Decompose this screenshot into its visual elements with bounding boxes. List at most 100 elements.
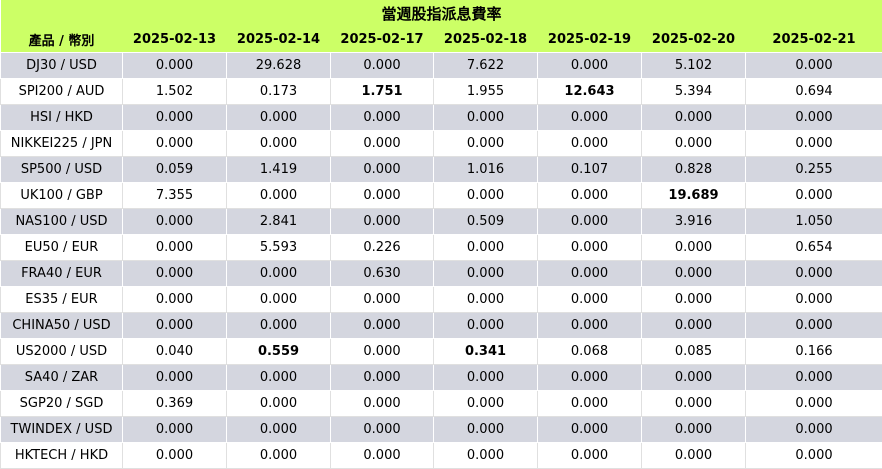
rate-cell: 0.000 — [641, 416, 746, 443]
rate-cell: 0.000 — [744, 260, 882, 287]
table-row: HSI / HKD 0.000 0.000 0.000 0.000 0.000 0.000 0… — [0, 104, 882, 131]
column-header-date: 2025-02-17 — [330, 26, 434, 53]
rate-cell: 0.000 — [330, 156, 434, 183]
rate-cell: 0.000 — [641, 312, 746, 339]
rate-cell: 29.628 — [226, 52, 331, 79]
rate-cell: 0.000 — [433, 104, 538, 131]
rate-cell: 0.000 — [641, 390, 746, 417]
rate-cell: 0.000 — [744, 130, 882, 157]
rate-cell: 0.000 — [122, 52, 227, 79]
rate-cell: 0.000 — [122, 130, 227, 157]
rate-cell: 0.000 — [122, 312, 227, 339]
rate-cell: 0.000 — [433, 364, 538, 391]
rate-cell: 0.000 — [122, 234, 227, 261]
table-row: DJ30 / USD 0.000 29.628 0.000 7.622 0.000 5.10… — [0, 52, 882, 79]
rate-cell: 0.000 — [433, 390, 538, 417]
rate-cell: 5.394 — [641, 78, 746, 105]
rate-cell: 0.000 — [641, 442, 746, 469]
rate-cell: 0.000 — [433, 416, 538, 443]
rate-cell: 0.166 — [744, 338, 882, 365]
rate-cell: 0.000 — [122, 104, 227, 131]
rate-cell: 1.050 — [744, 208, 882, 235]
rate-cell: 0.000 — [537, 442, 642, 469]
rate-cell: 1.502 — [122, 78, 227, 105]
table-row: TWINDEX / USD 0.000 0.000 0.000 0.000 0.000 0.… — [0, 416, 882, 443]
rate-cell: 0.000 — [226, 312, 331, 339]
rate-cell: 0.000 — [330, 182, 434, 209]
table-row: FRA40 / EUR 0.000 0.000 0.630 0.000 0.000 0.00… — [0, 260, 882, 287]
product-cell: SP500 / USD — [0, 156, 123, 183]
rate-cell: 0.000 — [226, 130, 331, 157]
rate-cell: 0.000 — [330, 208, 434, 235]
table-header-row: 產品 / 幣別 2025-02-13 2025-02-14 2025-02-17 202… — [0, 26, 882, 53]
rate-cell: 0.341 — [433, 338, 538, 365]
table-row: SGP20 / SGD 0.369 0.000 0.000 0.000 0.000 0.00… — [0, 390, 882, 417]
rate-cell: 0.000 — [226, 364, 331, 391]
rate-cell: 0.000 — [537, 52, 642, 79]
rate-cell: 0.000 — [744, 312, 882, 339]
rate-cell: 12.643 — [537, 78, 642, 105]
rate-cell: 0.000 — [641, 104, 746, 131]
product-cell: TWINDEX / USD — [0, 416, 123, 443]
rate-cell: 0.694 — [744, 78, 882, 105]
rate-cell: 0.000 — [641, 234, 746, 261]
product-cell: NAS100 / USD — [0, 208, 123, 235]
rate-cell: 0.559 — [226, 338, 331, 365]
rate-cell: 0.000 — [537, 286, 642, 313]
table-row: SPI200 / AUD 1.502 0.173 1.751 1.955 12.643 5.… — [0, 78, 882, 105]
rate-cell: 0.000 — [641, 364, 746, 391]
column-header-date: 2025-02-21 — [745, 26, 882, 53]
rate-cell: 0.000 — [122, 364, 227, 391]
rate-cell: 0.509 — [433, 208, 538, 235]
table-row: NIKKEI225 / JPN 0.000 0.000 0.000 0.000 0.000… — [0, 130, 882, 157]
rate-cell: 0.000 — [330, 442, 434, 469]
product-cell: ES35 / EUR — [0, 286, 123, 313]
product-cell: EU50 / EUR — [0, 234, 123, 261]
rate-cell: 0.000 — [226, 390, 331, 417]
rate-cell: 1.016 — [433, 156, 538, 183]
rate-cell: 0.000 — [330, 130, 434, 157]
rate-cell: 0.000 — [537, 234, 642, 261]
rate-cell: 0.000 — [744, 52, 882, 79]
rate-cell: 5.102 — [641, 52, 746, 79]
rate-cell: 5.593 — [226, 234, 331, 261]
rate-cell: 0.000 — [433, 182, 538, 209]
rate-cell: 0.000 — [226, 104, 331, 131]
rate-cell: 0.000 — [330, 338, 434, 365]
rate-cell: 0.000 — [330, 312, 434, 339]
rate-cell: 0.000 — [641, 286, 746, 313]
rate-cell: 0.000 — [433, 234, 538, 261]
table-row: US2000 / USD 0.040 0.559 0.000 0.341 0.068 0.0… — [0, 338, 882, 365]
rate-cell: 0.000 — [537, 312, 642, 339]
rate-cell: 0.226 — [330, 234, 434, 261]
rate-cell: 0.000 — [433, 442, 538, 469]
rate-cell: 0.107 — [537, 156, 642, 183]
table-row: HKTECH / HKD 0.000 0.000 0.000 0.000 0.000 0.0… — [0, 442, 882, 469]
rate-cell: 0.000 — [122, 208, 227, 235]
rate-cell: 0.000 — [537, 130, 642, 157]
column-header-date: 2025-02-18 — [433, 26, 538, 53]
rate-cell: 0.040 — [122, 338, 227, 365]
column-header-date: 2025-02-13 — [122, 26, 227, 53]
rate-cell: 0.000 — [330, 416, 434, 443]
rate-cell: 0.828 — [641, 156, 746, 183]
rate-cell: 7.622 — [433, 52, 538, 79]
product-cell: SPI200 / AUD — [0, 78, 123, 105]
rate-cell: 0.000 — [330, 104, 434, 131]
column-header-date: 2025-02-19 — [537, 26, 642, 53]
rate-cell: 0.000 — [433, 260, 538, 287]
rate-cell: 0.000 — [641, 130, 746, 157]
rate-cell: 0.000 — [641, 260, 746, 287]
rate-cell: 0.000 — [226, 442, 331, 469]
rate-cell: 3.916 — [641, 208, 746, 235]
product-cell: SGP20 / SGD — [0, 390, 123, 417]
table-row: UK100 / GBP 7.355 0.000 0.000 0.000 0.000 19.6… — [0, 182, 882, 209]
product-cell: UK100 / GBP — [0, 182, 123, 209]
rate-cell: 0.000 — [537, 416, 642, 443]
table-body: DJ30 / USD 0.000 29.628 0.000 7.622 0.000 5.10… — [0, 52, 882, 469]
table-row: NAS100 / USD 0.000 2.841 0.000 0.509 0.000 3.9… — [0, 208, 882, 235]
table-row: ES35 / EUR 0.000 0.000 0.000 0.000 0.000 0.000… — [0, 286, 882, 313]
rate-cell: 0.000 — [330, 52, 434, 79]
rate-cell: 0.369 — [122, 390, 227, 417]
